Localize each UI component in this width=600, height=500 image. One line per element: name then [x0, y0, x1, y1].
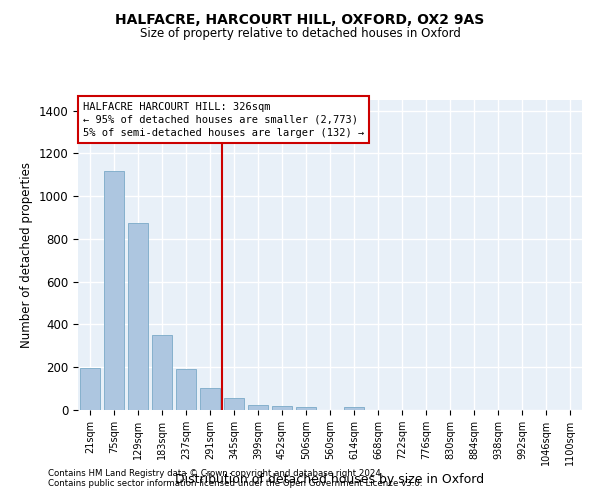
Bar	[344, 407, 364, 410]
Bar	[224, 398, 244, 410]
Bar	[128, 222, 148, 410]
Bar	[152, 335, 172, 410]
Bar	[200, 388, 220, 410]
Y-axis label: Number of detached properties: Number of detached properties	[20, 162, 33, 348]
X-axis label: Distribution of detached houses by size in Oxford: Distribution of detached houses by size …	[175, 474, 485, 486]
Text: Contains public sector information licensed under the Open Government Licence v3: Contains public sector information licen…	[48, 478, 422, 488]
Bar	[272, 406, 292, 410]
Text: HALFACRE HARCOURT HILL: 326sqm
← 95% of detached houses are smaller (2,773)
5% o: HALFACRE HARCOURT HILL: 326sqm ← 95% of …	[83, 102, 364, 138]
Bar	[176, 368, 196, 410]
Bar	[248, 405, 268, 410]
Text: HALFACRE, HARCOURT HILL, OXFORD, OX2 9AS: HALFACRE, HARCOURT HILL, OXFORD, OX2 9AS	[115, 12, 485, 26]
Text: Size of property relative to detached houses in Oxford: Size of property relative to detached ho…	[140, 28, 460, 40]
Text: Contains HM Land Registry data © Crown copyright and database right 2024.: Contains HM Land Registry data © Crown c…	[48, 468, 383, 477]
Bar	[80, 368, 100, 410]
Bar	[104, 170, 124, 410]
Bar	[296, 406, 316, 410]
